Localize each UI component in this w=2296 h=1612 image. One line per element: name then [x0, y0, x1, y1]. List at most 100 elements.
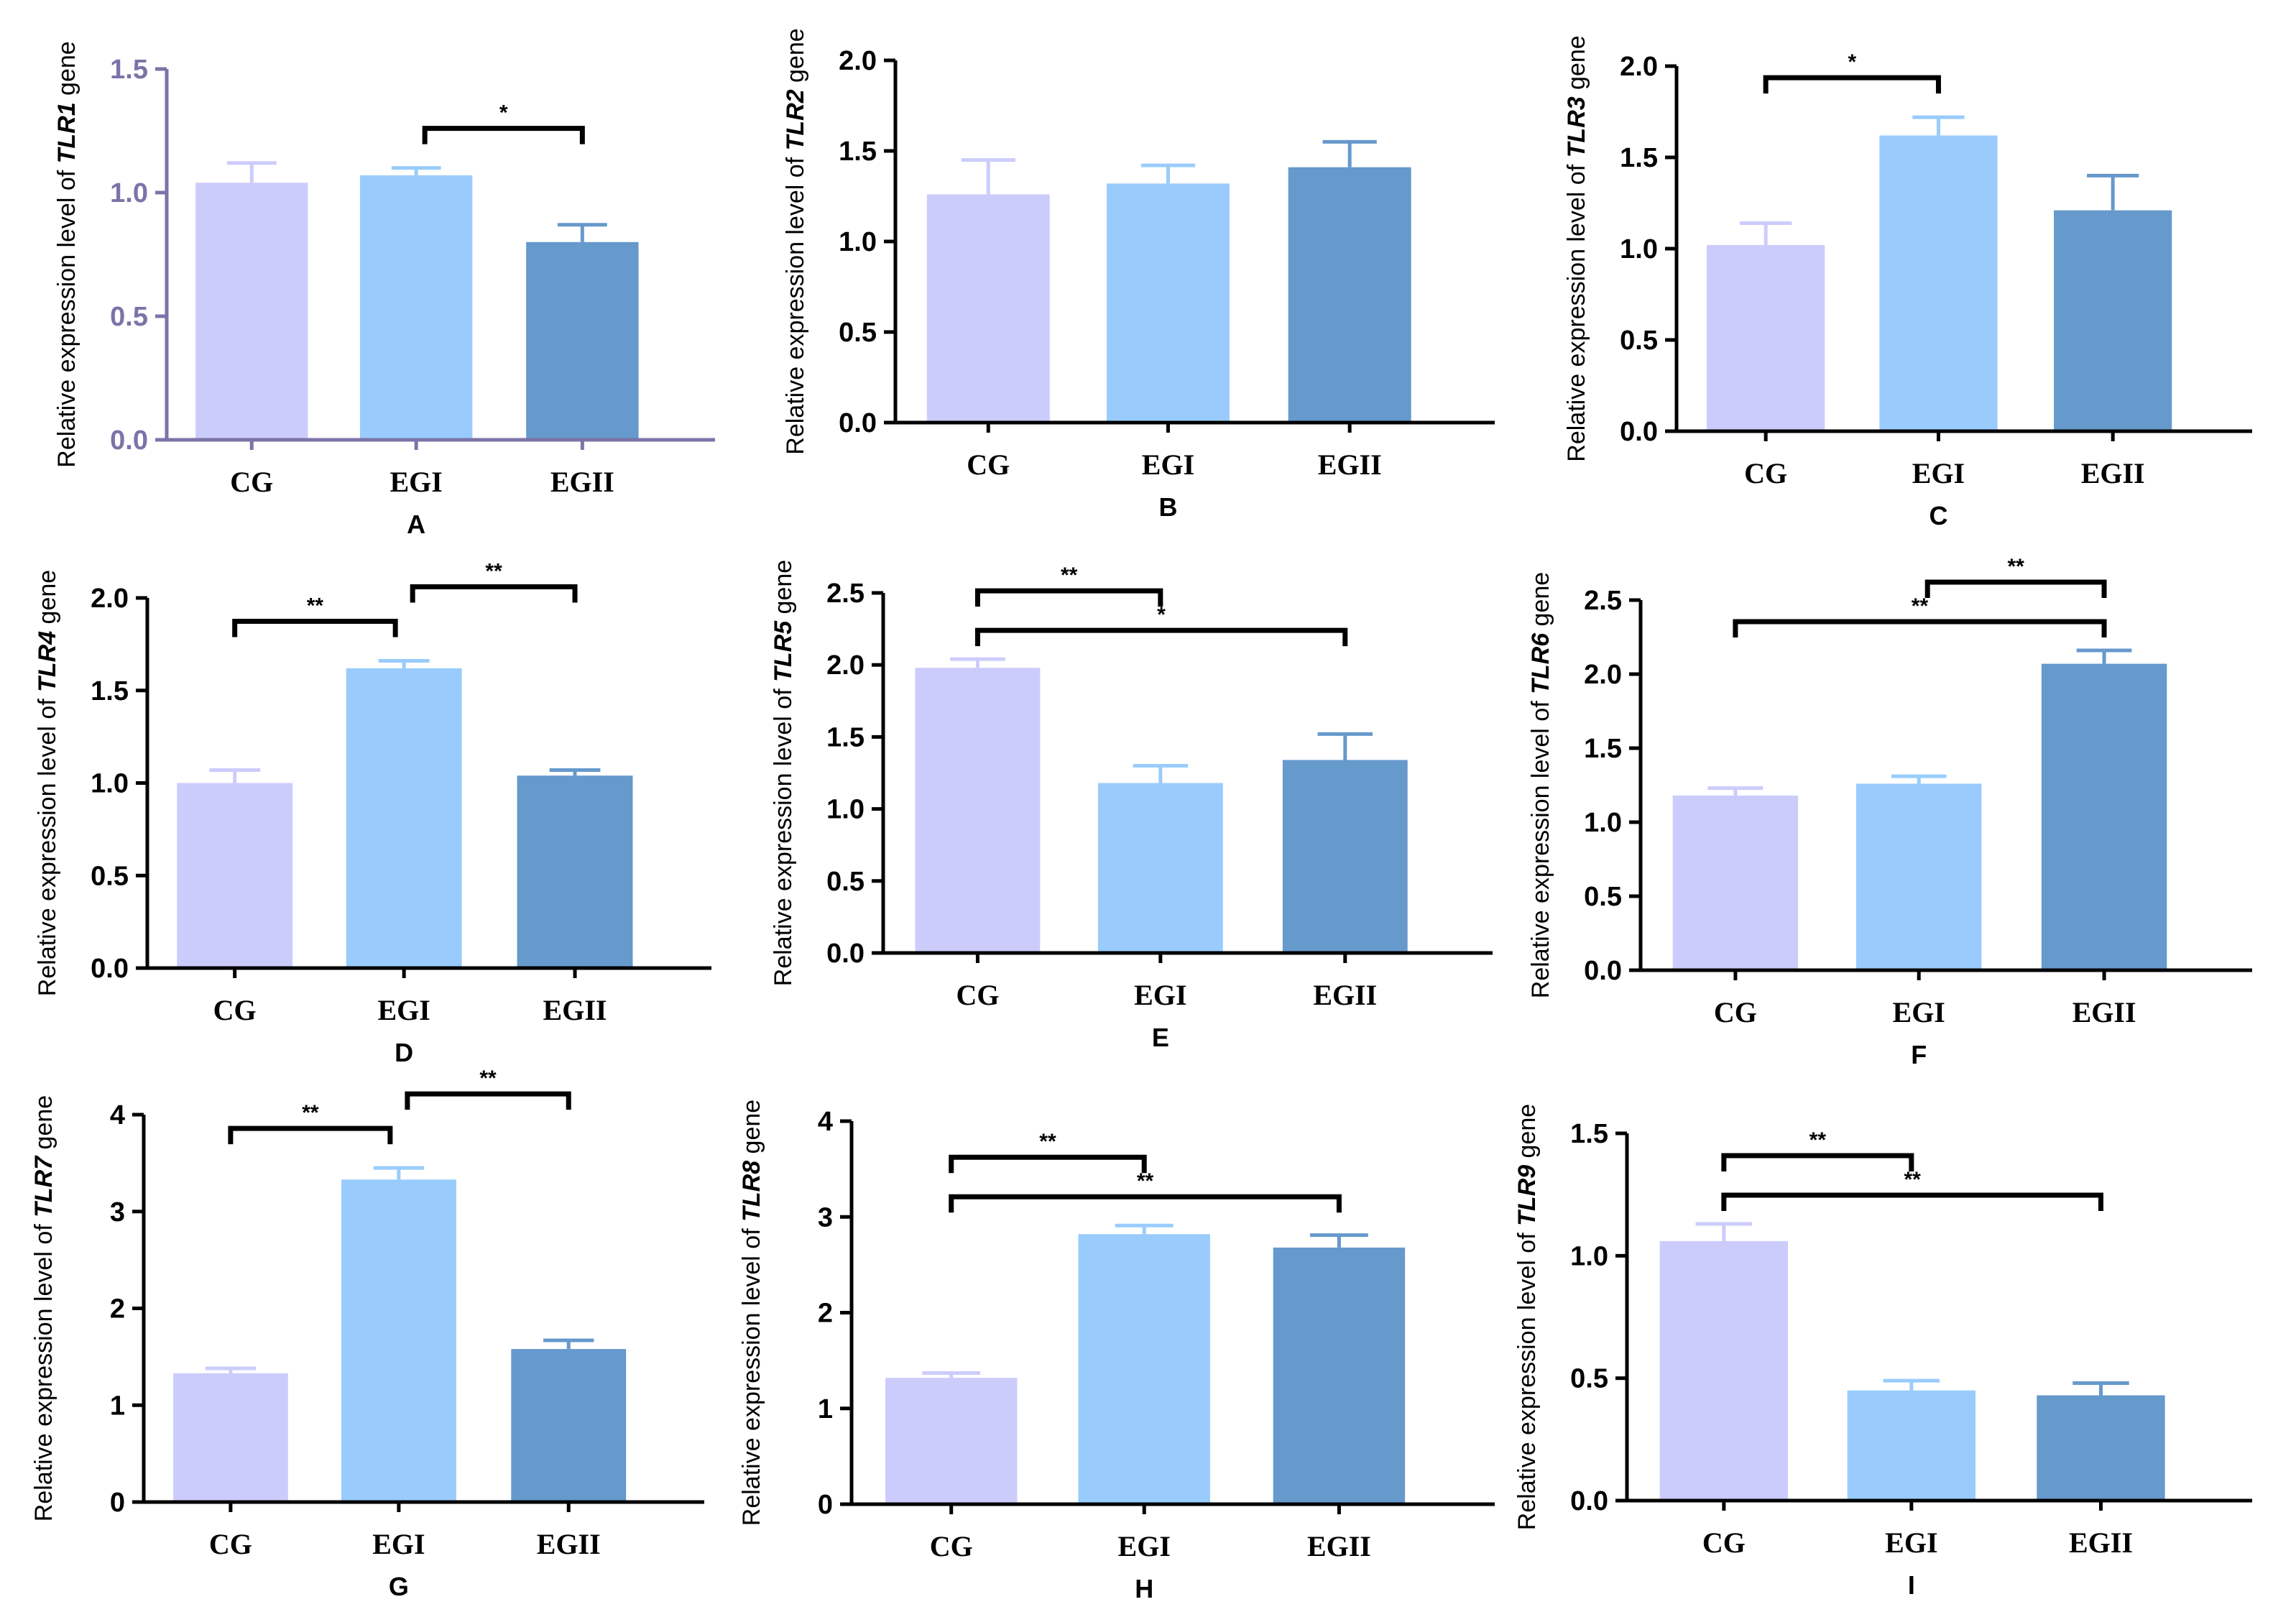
significance-bracket	[949, 1194, 1342, 1213]
bar-egii	[2037, 1395, 2165, 1501]
y-axis-label-prefix: Relative expression level of	[770, 682, 797, 986]
x-category-label: CG	[956, 979, 999, 1011]
y-tick-label: 0.5	[1570, 1364, 1608, 1394]
y-axis-label-prefix: Relative expression level of	[34, 692, 61, 996]
significance-bracket	[1924, 579, 2107, 599]
panel-label: B	[1158, 492, 1177, 522]
bar-egii	[2054, 210, 2172, 431]
y-tick-label: 2.5	[1584, 586, 1622, 616]
y-tick-label: 0.5	[839, 318, 877, 348]
x-category-label: CG	[230, 466, 273, 498]
x-category-label: EGII	[543, 994, 607, 1026]
x-category-label: EGII	[2081, 457, 2145, 489]
y-axis-label-suffix: gene	[1513, 1104, 1541, 1165]
x-category-label: EGII	[537, 1528, 601, 1560]
y-axis-label-suffix: gene	[30, 1095, 57, 1156]
chart-panel-d: 0.0 0.5 1.0 1.5 2.0 CG EGI EGII D Relative expres…	[34, 560, 711, 1067]
significance-bracket	[949, 1154, 1147, 1174]
y-axis-label-suffix: gene	[34, 570, 61, 631]
bar-cg	[926, 194, 1050, 423]
y-axis-label-prefix: Relative expression level of	[1563, 157, 1590, 461]
y-axis-label: Relative expression level of TLR7 gene	[30, 1095, 57, 1521]
y-axis-label-prefix: Relative expression level of	[1527, 694, 1554, 998]
bar-egi	[1106, 183, 1230, 423]
bar-egi	[1879, 135, 1998, 431]
significance-bracket	[974, 588, 1163, 607]
panel-label: I	[1908, 1570, 1915, 1600]
bar-cg	[195, 183, 308, 441]
chart-panel-g: 0 1 2 3 4 CG EGI EGII G Relative expression level…	[30, 1067, 704, 1601]
bar-egii	[511, 1349, 627, 1502]
bar-egi	[1097, 783, 1223, 953]
y-tick-label: 4	[818, 1107, 833, 1137]
y-tick-label: 0	[818, 1490, 833, 1520]
bar-egii	[526, 241, 639, 440]
y-tick-label: 0	[110, 1488, 125, 1518]
y-axis-label-suffix: gene	[1527, 572, 1554, 633]
y-axis-label-gene: TLR2	[782, 89, 809, 150]
y-tick-label: 2.0	[1584, 660, 1622, 690]
bar-cg	[172, 1373, 288, 1502]
chart-panel-i: 0.0 0.5 1.0 1.5 CG EGI EGII I Relative expressio…	[1513, 1104, 2252, 1600]
x-category-label: EGI	[1118, 1530, 1171, 1562]
y-axis-label: Relative expression level of TLR4 gene	[34, 570, 61, 996]
y-tick-label: 2.0	[839, 46, 877, 76]
x-category-label: EGII	[1318, 448, 1382, 481]
y-axis-label: Relative expression level of TLR8 gene	[738, 1100, 765, 1526]
bar-egi	[346, 668, 462, 968]
bar-cg	[885, 1378, 1018, 1504]
x-category-label: EGII	[2073, 996, 2136, 1028]
x-category-label: CG	[1714, 996, 1757, 1028]
x-category-label: CG	[967, 448, 1010, 481]
significance-bracket	[228, 1125, 393, 1145]
y-tick-label: 0.0	[826, 939, 865, 969]
y-tick-label: 1.5	[110, 55, 148, 85]
y-axis-label: Relative expression level of TLR6 gene	[1527, 572, 1554, 998]
y-tick-label: 1.0	[826, 795, 865, 825]
y-tick-label: 0.0	[1620, 417, 1658, 447]
bar-egi	[1855, 783, 1982, 970]
y-axis-label: Relative expression level of TLR9 gene	[1513, 1104, 1541, 1530]
chart-panel-h: 0 1 2 3 4 CG EGI EGII H Relative expression level…	[738, 1100, 1495, 1603]
bar-egi	[341, 1179, 456, 1502]
y-axis-label-suffix: gene	[782, 28, 809, 89]
y-tick-label: 2.5	[826, 579, 865, 609]
x-category-label: EGI	[1885, 1526, 1937, 1559]
significance-label: **	[485, 560, 502, 584]
y-tick-label: 1.0	[1570, 1241, 1608, 1271]
panel-label: F	[1911, 1040, 1927, 1069]
x-category-label: EGII	[2069, 1526, 2133, 1559]
bar-egii	[1273, 1247, 1406, 1504]
significance-label: **	[1904, 1168, 1921, 1192]
y-axis-label-suffix: gene	[1563, 35, 1590, 96]
y-axis-label-gene: TLR6	[1527, 632, 1554, 694]
y-tick-label: 1.0	[839, 227, 877, 257]
x-category-label: CG	[209, 1528, 252, 1560]
significance-label: **	[2007, 555, 2024, 579]
chart-panel-f: 0.0 0.5 1.0 1.5 2.0 2.5 CG EGI EGII F Relative exp…	[1527, 555, 2252, 1069]
panel-label: G	[389, 1572, 409, 1601]
y-tick-label: 0.5	[91, 861, 129, 891]
bar-egi	[1847, 1390, 1976, 1501]
significance-label: **	[479, 1067, 497, 1090]
significance-bracket	[1721, 1153, 1914, 1172]
y-tick-label: 2	[818, 1299, 833, 1329]
y-tick-label: 0.0	[91, 954, 129, 984]
y-tick-label: 2.0	[826, 650, 865, 681]
panel-label: C	[1929, 501, 1947, 530]
x-category-label: EGII	[1313, 979, 1377, 1011]
y-tick-label: 0.0	[1570, 1486, 1608, 1516]
y-axis-label: Relative expression level of TLR1 gene	[53, 41, 80, 467]
panel-label: A	[407, 510, 425, 539]
significance-bracket	[410, 584, 578, 603]
significance-label: **	[307, 594, 324, 618]
y-axis-label: Relative expression level of TLR3 gene	[1563, 35, 1590, 461]
y-tick-label: 1.5	[1584, 734, 1622, 764]
x-category-label: EGI	[1893, 996, 1945, 1028]
significance-label: *	[499, 101, 508, 125]
y-axis-label-gene: TLR3	[1563, 96, 1590, 157]
x-category-label: CG	[930, 1530, 973, 1562]
y-axis-label-prefix: Relative expression level of	[1513, 1226, 1541, 1530]
y-axis-label-suffix: gene	[770, 560, 797, 621]
